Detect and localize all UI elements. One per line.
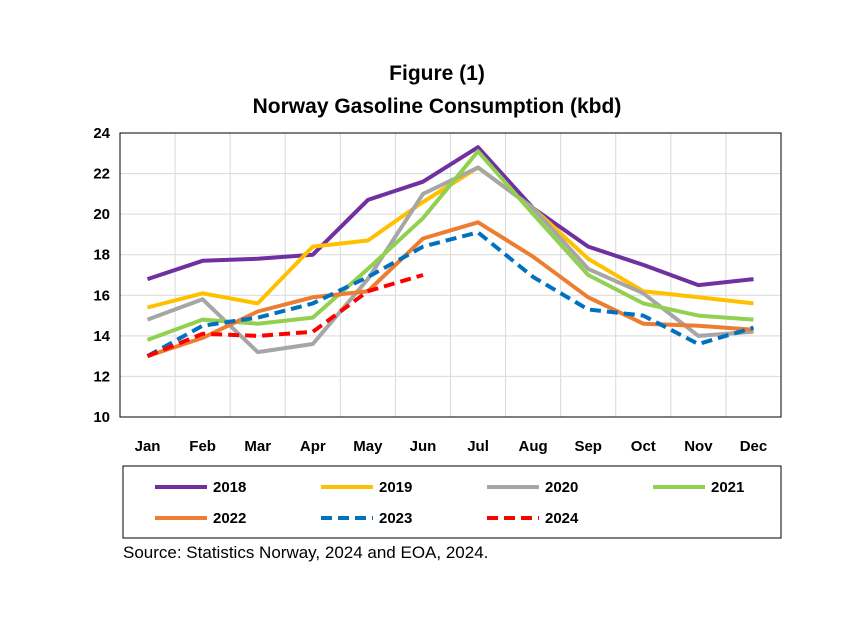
legend-label-2022: 2022 bbox=[213, 510, 246, 527]
legend-label-2021: 2021 bbox=[711, 479, 744, 496]
x-tick-label: Jan bbox=[135, 438, 161, 455]
legend-label-2024: 2024 bbox=[545, 510, 579, 527]
x-tick-label: Oct bbox=[631, 438, 656, 455]
x-tick-label: Dec bbox=[740, 438, 768, 455]
legend-label-2023: 2023 bbox=[379, 510, 412, 527]
legend-box bbox=[122, 465, 782, 539]
series-line-2022 bbox=[146, 220, 754, 358]
y-tick-label: 14 bbox=[93, 328, 110, 345]
series-line-2021 bbox=[146, 149, 754, 342]
plot-area-border bbox=[119, 132, 782, 418]
x-tick-label: Nov bbox=[684, 438, 713, 455]
chart-title: Figure (1) bbox=[389, 62, 485, 85]
y-tick-label: 10 bbox=[93, 409, 110, 426]
y-tick-label: 20 bbox=[93, 206, 110, 223]
series-line-2018 bbox=[146, 145, 754, 288]
y-tick-label: 18 bbox=[93, 247, 110, 264]
y-tick-label: 12 bbox=[93, 368, 110, 385]
x-tick-label: Jun bbox=[410, 438, 437, 455]
series-line-2023 bbox=[146, 230, 755, 358]
legend-label-2019: 2019 bbox=[379, 479, 412, 496]
x-tick-label: Apr bbox=[300, 438, 326, 455]
series-line-2024 bbox=[146, 273, 424, 358]
y-tick-label: 16 bbox=[93, 287, 110, 304]
legend: 2018 2019 2020 2021 2022 2023 2024 bbox=[155, 479, 744, 527]
gridlines bbox=[120, 132, 781, 418]
x-tick-label: Jul bbox=[467, 438, 489, 455]
x-tick-label: Aug bbox=[519, 438, 548, 455]
y-tick-label: 22 bbox=[93, 166, 110, 183]
x-tick-label: May bbox=[353, 438, 383, 455]
y-tick-label: 24 bbox=[93, 125, 110, 142]
y-axis-ticks: 10 12 14 16 18 20 22 24 bbox=[93, 125, 110, 426]
legend-label-2020: 2020 bbox=[545, 479, 578, 496]
legend-label-2018: 2018 bbox=[213, 479, 246, 496]
x-tick-label: Feb bbox=[189, 438, 216, 455]
series-line-2020 bbox=[146, 165, 754, 355]
x-tick-label: Mar bbox=[244, 438, 271, 455]
chart-subtitle: Norway Gasoline Consumption (kbd) bbox=[253, 95, 622, 118]
source-note: Source: Statistics Norway, 2024 and EOA,… bbox=[123, 543, 488, 562]
series-lines bbox=[146, 145, 755, 358]
x-axis-ticks: Jan Feb Mar Apr May Jun Jul Aug Sep Oct Nov Dec bbox=[135, 438, 768, 455]
x-tick-label: Sep bbox=[574, 438, 602, 455]
